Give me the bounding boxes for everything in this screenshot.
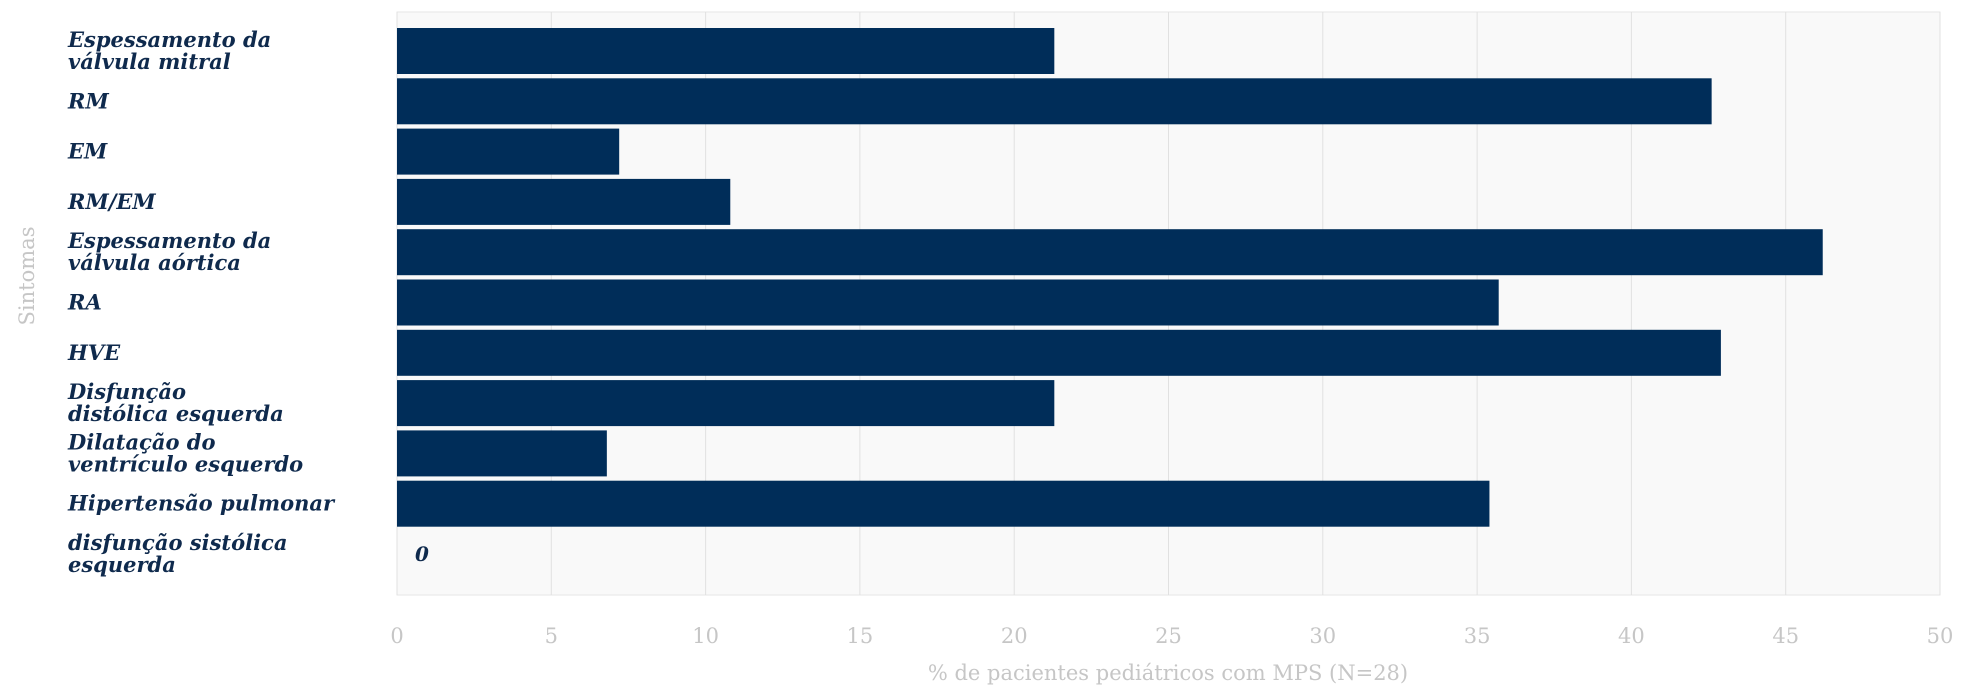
category-label: esquerda bbox=[68, 552, 176, 577]
category-label: EM bbox=[67, 139, 108, 164]
x-tick-label: 40 bbox=[1618, 624, 1645, 648]
bars bbox=[397, 28, 1823, 527]
y-axis-title: Sintomas bbox=[15, 227, 39, 326]
category-label: RM/EM bbox=[67, 189, 156, 214]
category-label: Espessamento da bbox=[67, 228, 271, 253]
bar bbox=[397, 279, 1499, 326]
x-tick-label: 5 bbox=[545, 624, 558, 648]
bar bbox=[397, 78, 1712, 125]
category-label: distólica esquerda bbox=[68, 401, 284, 426]
x-tick-label: 30 bbox=[1309, 624, 1336, 648]
x-tick-label: 10 bbox=[692, 624, 719, 648]
x-tick-labels: 0 5 10 15 20 25 30 35 40 45 50 bbox=[390, 624, 1953, 648]
category-label: RM bbox=[67, 88, 109, 113]
bar bbox=[397, 178, 731, 225]
x-axis-title: % de pacientes pediátricos com MPS (N=28… bbox=[928, 661, 1408, 685]
x-tick-label: 50 bbox=[1927, 624, 1954, 648]
bar bbox=[397, 28, 1055, 74]
x-tick-label: 35 bbox=[1464, 624, 1491, 648]
category-label: RA bbox=[67, 290, 102, 315]
data-labels: 0 bbox=[415, 542, 429, 566]
x-tick-label: 25 bbox=[1155, 624, 1182, 648]
x-tick-label: 0 bbox=[390, 624, 403, 648]
bar bbox=[397, 229, 1823, 276]
bar bbox=[397, 430, 607, 477]
bar bbox=[397, 128, 620, 175]
x-tick-label: 45 bbox=[1772, 624, 1799, 648]
category-label: Hipertensão pulmonar bbox=[67, 491, 336, 516]
category-label: Dilatação do bbox=[67, 429, 215, 454]
x-tick-label: 20 bbox=[1001, 624, 1028, 648]
category-label: ventrículo esquerdo bbox=[68, 451, 303, 476]
bar bbox=[397, 329, 1721, 376]
bar bbox=[397, 380, 1055, 427]
category-label: válvula aórtica bbox=[68, 250, 241, 275]
category-label: disfunção sistólica bbox=[68, 530, 287, 555]
category-label: Disfunção bbox=[67, 379, 186, 404]
bar bbox=[397, 480, 1490, 527]
category-label: Espessamento da bbox=[67, 27, 271, 52]
category-label: HVE bbox=[67, 340, 121, 365]
data-label: 0 bbox=[415, 542, 429, 566]
category-label: válvula mitral bbox=[68, 49, 231, 74]
x-tick-label: 15 bbox=[847, 624, 874, 648]
